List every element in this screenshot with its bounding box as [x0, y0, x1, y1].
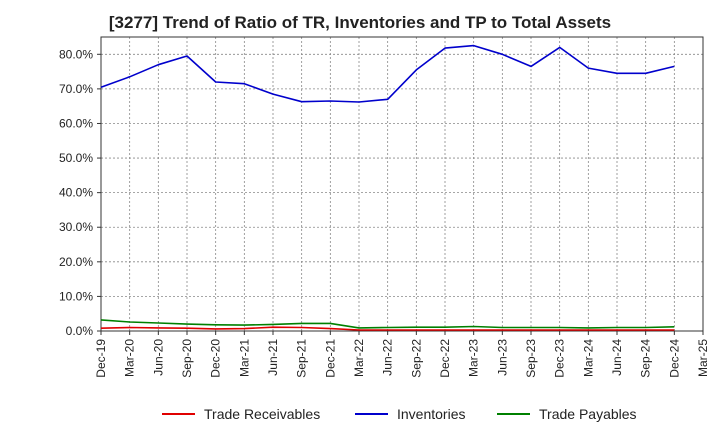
x-tick-label: Sep-21: [295, 339, 309, 378]
x-tick-label: Dec-23: [553, 339, 567, 378]
x-tick-label: Sep-24: [639, 339, 653, 378]
legend-label-trade-receivables: Trade Receivables: [204, 406, 320, 422]
y-tick-label: 40.0%: [59, 186, 93, 200]
plot-area: [100, 36, 704, 332]
x-tick-label: Sep-22: [409, 339, 423, 378]
y-axis: 0.0% 10.0% 20.0% 30.0% 40.0% 50.0% 60.0% 70.0% 8…: [59, 47, 101, 338]
x-tick-label: Mar-24: [581, 339, 595, 377]
y-tick-label: 50.0%: [59, 151, 93, 165]
y-tick-label: 60.0%: [59, 116, 93, 130]
chart-title: [3277] Trend of Ratio of TR, Inventories…: [108, 13, 612, 32]
legend-label-trade-payables: Trade Payables: [539, 406, 637, 422]
x-tick-label: Sep-23: [524, 339, 538, 378]
y-tick-label: 80.0%: [59, 47, 93, 61]
series-line-trade-receivables: [100, 326, 675, 331]
x-tick-label: Sep-20: [180, 339, 194, 378]
x-tick-label: Mar-23: [467, 339, 481, 377]
x-tick-label: Mar-25: [696, 339, 710, 377]
x-tick-label: Jun-21: [266, 339, 280, 376]
series-line-trade-payables: [100, 319, 675, 329]
x-tick-label: Dec-20: [209, 339, 223, 378]
x-tick-label: Jun-20: [151, 339, 165, 376]
x-tick-label: Dec-19: [94, 339, 108, 378]
y-tick-label: 20.0%: [59, 255, 93, 269]
y-tick-label: 10.0%: [59, 289, 93, 303]
x-tick-label: Dec-22: [438, 339, 452, 378]
y-tick-label: 70.0%: [59, 82, 93, 96]
series-line-inventories: [100, 44, 675, 103]
x-tick-label: Jun-22: [381, 339, 395, 376]
grid: [101, 37, 703, 331]
x-tick-label: Dec-21: [323, 339, 337, 378]
legend-label-inventories: Inventories: [397, 406, 465, 422]
x-axis: Dec-19 Mar-20 Jun-20 Sep-20 Dec-20 Mar-21 Jun-…: [94, 331, 710, 378]
x-tick-label: Dec-24: [667, 339, 681, 378]
y-tick-label: 30.0%: [59, 220, 93, 234]
x-tick-label: Mar-21: [237, 339, 251, 377]
x-tick-label: Mar-20: [123, 339, 137, 377]
x-tick-label: Mar-22: [352, 339, 366, 377]
y-tick-label: 0.0%: [66, 324, 94, 338]
legend: Trade Receivables Inventories Trade Payabl…: [162, 406, 637, 422]
x-tick-label: Jun-24: [610, 339, 624, 376]
x-tick-label: Jun-23: [495, 339, 509, 376]
series-lines: [100, 44, 675, 331]
